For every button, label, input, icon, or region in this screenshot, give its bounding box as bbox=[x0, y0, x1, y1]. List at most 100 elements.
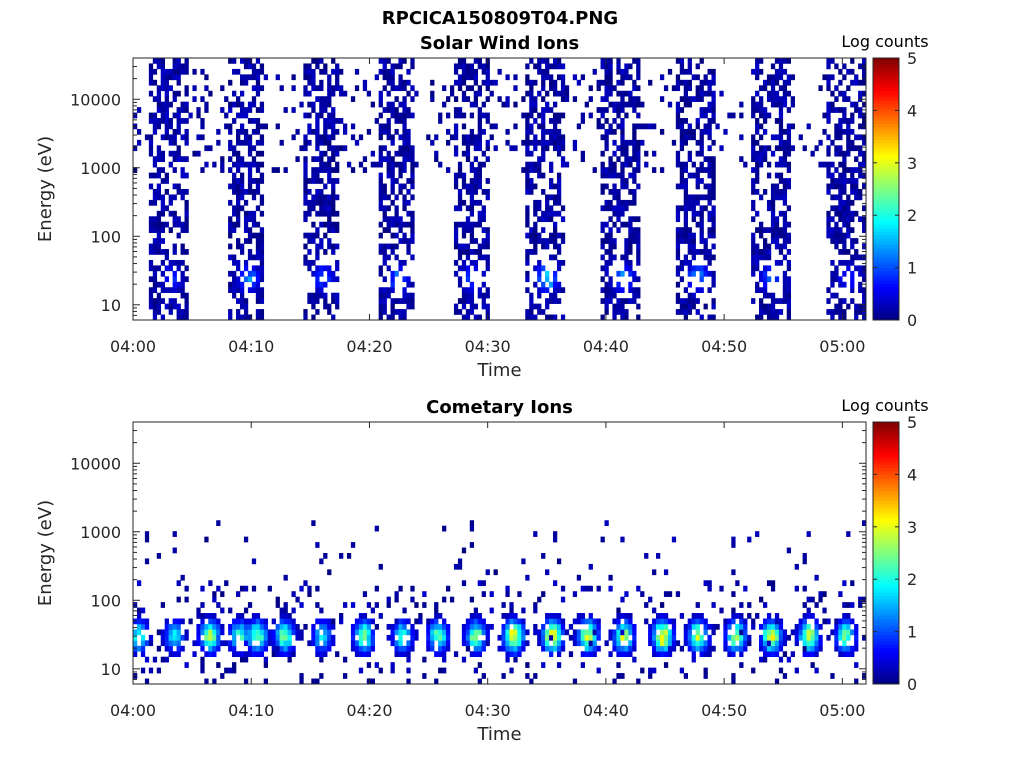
heatmap-cell bbox=[834, 634, 839, 641]
heatmap-cell bbox=[854, 210, 859, 217]
heatmap-cell bbox=[196, 629, 201, 636]
heatmap-cell bbox=[782, 254, 788, 261]
heatmap-cell bbox=[208, 651, 213, 658]
heatmap-cell bbox=[739, 101, 744, 108]
heatmap-cell bbox=[620, 107, 625, 113]
heatmap-cell bbox=[469, 542, 475, 548]
heatmap-cell bbox=[243, 303, 249, 310]
heatmap-cell bbox=[798, 623, 803, 630]
heatmap-cell bbox=[319, 161, 324, 168]
heatmap-cell bbox=[846, 531, 851, 537]
heatmap-cell bbox=[604, 303, 609, 310]
heatmap-cell bbox=[255, 90, 261, 97]
heatmap-cell bbox=[307, 112, 312, 119]
heatmap-cell bbox=[580, 634, 585, 641]
heatmap-cell bbox=[529, 189, 534, 195]
heatmap-cell bbox=[556, 90, 562, 97]
heatmap-cell bbox=[251, 63, 257, 70]
heatmap-cell bbox=[216, 520, 221, 527]
heatmap-cell bbox=[327, 569, 332, 576]
heatmap-cell bbox=[279, 651, 284, 658]
heatmap-cell bbox=[529, 309, 534, 315]
heatmap-cell bbox=[842, 634, 847, 641]
heatmap-cell bbox=[545, 68, 550, 75]
heatmap-cell bbox=[770, 216, 776, 223]
heatmap-cell bbox=[552, 629, 558, 636]
heatmap-cell bbox=[632, 227, 637, 233]
heatmap-cell bbox=[862, 205, 867, 212]
heatmap-cell bbox=[640, 591, 645, 597]
heatmap-cell bbox=[402, 629, 407, 636]
heatmap-cell bbox=[251, 281, 257, 288]
heatmap-cell bbox=[612, 194, 617, 201]
colorbar-swatch bbox=[873, 175, 899, 180]
heatmap-cell bbox=[224, 123, 229, 130]
heatmap-cell bbox=[675, 270, 681, 277]
heatmap-cell bbox=[243, 161, 249, 168]
heatmap-cell bbox=[656, 613, 661, 619]
heatmap-cell bbox=[628, 189, 633, 195]
heatmap-cell bbox=[699, 79, 704, 86]
heatmap-cell bbox=[711, 276, 716, 283]
heatmap-cell bbox=[152, 287, 158, 294]
heatmap-cell bbox=[608, 238, 613, 244]
heatmap-cell bbox=[327, 172, 332, 179]
heatmap-cell bbox=[707, 167, 712, 173]
heatmap-cell bbox=[549, 623, 554, 630]
heatmap-cell bbox=[315, 542, 320, 548]
heatmap-cell bbox=[176, 623, 181, 630]
heatmap-cell bbox=[806, 645, 811, 652]
heatmap-cell bbox=[315, 276, 320, 283]
heatmap-cell bbox=[731, 618, 736, 625]
heatmap-cell bbox=[390, 189, 395, 195]
heatmap-cell bbox=[842, 281, 847, 288]
heatmap-cell bbox=[659, 96, 665, 102]
heatmap-cell bbox=[382, 63, 387, 70]
heatmap-cell bbox=[572, 634, 578, 641]
heatmap-cell bbox=[457, 276, 463, 283]
heatmap-cell bbox=[636, 167, 641, 173]
heatmap-cell bbox=[755, 287, 760, 294]
heatmap-cell bbox=[251, 128, 257, 135]
heatmap-cell bbox=[759, 303, 764, 310]
heatmap-cell bbox=[204, 651, 209, 658]
heatmap-cell bbox=[236, 314, 241, 321]
heatmap-cell bbox=[263, 678, 269, 685]
heatmap-cell bbox=[541, 238, 546, 244]
heatmap-cell bbox=[560, 259, 566, 266]
heatmap-cell bbox=[541, 227, 546, 233]
heatmap-cell bbox=[564, 90, 570, 97]
heatmap-cell bbox=[358, 634, 364, 641]
heatmap-cell bbox=[172, 112, 177, 119]
heatmap-cell bbox=[164, 623, 169, 630]
heatmap-cell bbox=[846, 227, 851, 233]
heatmap-cell bbox=[842, 150, 847, 157]
heatmap-cell bbox=[862, 74, 867, 81]
heatmap-cell bbox=[228, 221, 233, 228]
heatmap-cell bbox=[473, 618, 479, 625]
heatmap-cell bbox=[679, 238, 685, 244]
heatmap-cell bbox=[608, 281, 613, 288]
heatmap-cell bbox=[378, 298, 383, 304]
colorbar-swatch bbox=[873, 156, 899, 160]
heatmap-cell bbox=[517, 645, 522, 652]
heatmap-cell bbox=[152, 199, 158, 206]
heatmap-cell bbox=[786, 547, 792, 554]
heatmap-cell bbox=[667, 640, 673, 647]
heatmap-cell bbox=[608, 292, 613, 299]
heatmap-cell bbox=[731, 678, 736, 685]
heatmap-cell bbox=[683, 623, 688, 630]
heatmap-cell bbox=[755, 613, 760, 619]
heatmap-cell bbox=[152, 238, 158, 244]
heatmap-cell bbox=[774, 183, 780, 190]
heatmap-cell bbox=[814, 618, 819, 625]
heatmap-cell bbox=[854, 634, 859, 641]
heatmap-cell bbox=[469, 232, 475, 239]
heatmap-cell bbox=[549, 613, 554, 619]
heatmap-cell bbox=[148, 139, 154, 146]
heatmap-cell bbox=[541, 210, 546, 217]
heatmap-cell bbox=[628, 74, 633, 81]
heatmap-cell bbox=[826, 63, 831, 70]
heatmap-cell bbox=[204, 161, 209, 168]
